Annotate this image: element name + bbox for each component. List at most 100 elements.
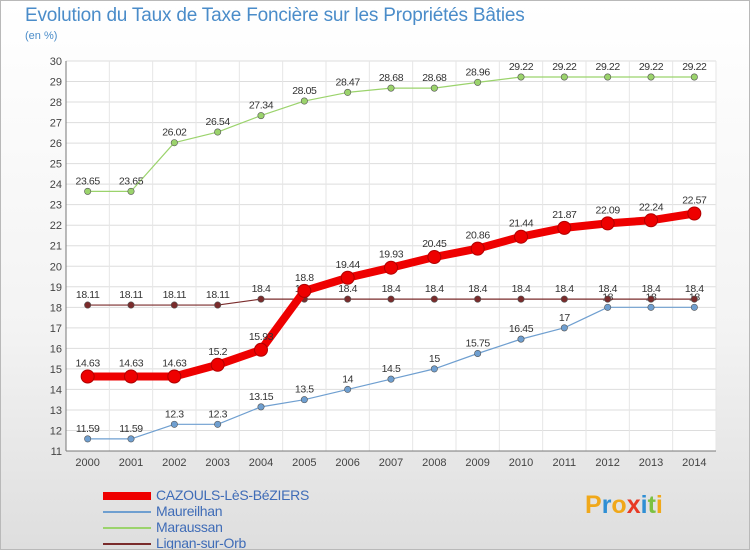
y-tick-label: 30 <box>50 56 62 68</box>
data-label: 17 <box>559 312 570 324</box>
data-point <box>387 375 395 383</box>
data-label: 15.2 <box>208 346 227 358</box>
data-point <box>647 295 655 303</box>
data-label: 18.4 <box>512 283 531 295</box>
y-tick-label: 21 <box>50 241 62 253</box>
data-label: 27.34 <box>249 100 274 112</box>
y-tick-label: 27 <box>50 118 62 130</box>
y-tick-label: 16 <box>50 343 62 355</box>
data-point <box>127 435 135 443</box>
data-point <box>647 303 655 311</box>
data-label: 18.4 <box>338 283 357 295</box>
legend-label: Maureilhan <box>156 503 223 519</box>
data-point <box>514 229 528 244</box>
data-label: 11.59 <box>119 423 143 435</box>
y-tick-label: 20 <box>50 261 62 273</box>
data-point <box>214 128 222 136</box>
data-label: 18.11 <box>76 289 100 301</box>
data-label: 15 <box>429 353 440 365</box>
data-point <box>127 301 135 309</box>
data-label: 20.86 <box>466 230 491 242</box>
data-label: 29.22 <box>639 61 664 73</box>
data-label: 13.15 <box>249 391 274 403</box>
data-point <box>560 324 568 332</box>
data-point <box>254 342 268 357</box>
y-tick-label: 29 <box>50 77 62 89</box>
data-label: 18.4 <box>382 283 401 295</box>
data-label: 22.57 <box>682 195 707 207</box>
data-label: 29.22 <box>682 61 707 73</box>
x-tick-label: 2012 <box>595 457 619 469</box>
data-point <box>647 73 655 81</box>
data-point <box>474 295 482 303</box>
data-label: 14.5 <box>382 363 401 375</box>
data-label: 23.65 <box>76 175 101 187</box>
data-point <box>84 435 92 443</box>
data-label: 11.59 <box>76 423 100 435</box>
logo-letter: i <box>655 491 663 519</box>
data-point <box>210 357 225 372</box>
x-tick-label: 2005 <box>292 457 316 469</box>
data-label: 26.54 <box>206 116 231 128</box>
data-label: 26.02 <box>162 127 187 139</box>
data-point <box>257 112 265 120</box>
data-point <box>170 420 178 428</box>
data-label: 18.4 <box>685 283 704 295</box>
data-label: 12.3 <box>208 408 227 420</box>
legend-swatch <box>103 527 151 529</box>
data-label: 29.22 <box>509 61 534 73</box>
data-point <box>214 301 222 309</box>
data-point <box>84 301 92 309</box>
data-label: 16.45 <box>509 323 534 335</box>
logo-letter: P <box>585 491 602 519</box>
logo-letter: x <box>626 491 641 519</box>
data-point <box>344 295 352 303</box>
data-label: 18.4 <box>598 283 617 295</box>
y-tick-label: 14 <box>50 384 62 396</box>
data-point <box>124 369 138 384</box>
x-tick-label: 2010 <box>509 457 533 469</box>
data-point <box>604 73 612 81</box>
data-label: 18.8 <box>295 272 314 284</box>
x-tick-label: 2013 <box>639 457 663 469</box>
x-tick-label: 2001 <box>119 457 143 469</box>
data-label: 14 <box>342 373 353 385</box>
data-point <box>474 349 482 357</box>
x-tick-label: 2006 <box>335 457 359 469</box>
x-tick-label: 2003 <box>205 457 229 469</box>
data-label: 18.11 <box>119 289 143 301</box>
data-point <box>517 295 525 303</box>
legend-swatch <box>103 511 151 513</box>
logo-letter: i <box>640 491 648 519</box>
legend-label: Lignan-sur-Orb <box>156 535 246 550</box>
series-3: 18.11 18.11 18.11 18.11 18.4 18.4 18.4 18.4 18.4… <box>76 283 705 309</box>
data-label: 18.4 <box>252 283 271 295</box>
data-point <box>604 303 612 311</box>
series-0: 14.63 14.63 14.63 15.2 15.93 18.8 19.44 19.93 20… <box>76 195 707 384</box>
data-point <box>384 260 398 275</box>
y-tick-label: 28 <box>50 97 62 109</box>
y-tick-label: 15 <box>50 364 62 376</box>
data-point <box>344 385 352 393</box>
x-tick-label: 2014 <box>682 457 706 469</box>
logo-letter: r <box>601 491 612 519</box>
data-point <box>690 303 698 311</box>
x-tick-label: 2009 <box>465 457 489 469</box>
data-point <box>127 187 135 195</box>
data-point <box>644 213 658 228</box>
data-point <box>557 220 572 235</box>
data-label: 18.11 <box>206 289 230 301</box>
data-point <box>690 295 698 303</box>
data-label: 14.63 <box>76 357 101 369</box>
y-tick-label: 26 <box>50 138 62 150</box>
data-label: 21.87 <box>552 209 577 221</box>
data-point <box>257 295 265 303</box>
data-label: 19.93 <box>379 249 404 261</box>
data-point <box>430 84 438 92</box>
data-label: 14.63 <box>162 357 187 369</box>
x-tick-label: 2000 <box>75 457 99 469</box>
data-point <box>300 396 308 404</box>
data-label: 13.5 <box>295 384 314 396</box>
